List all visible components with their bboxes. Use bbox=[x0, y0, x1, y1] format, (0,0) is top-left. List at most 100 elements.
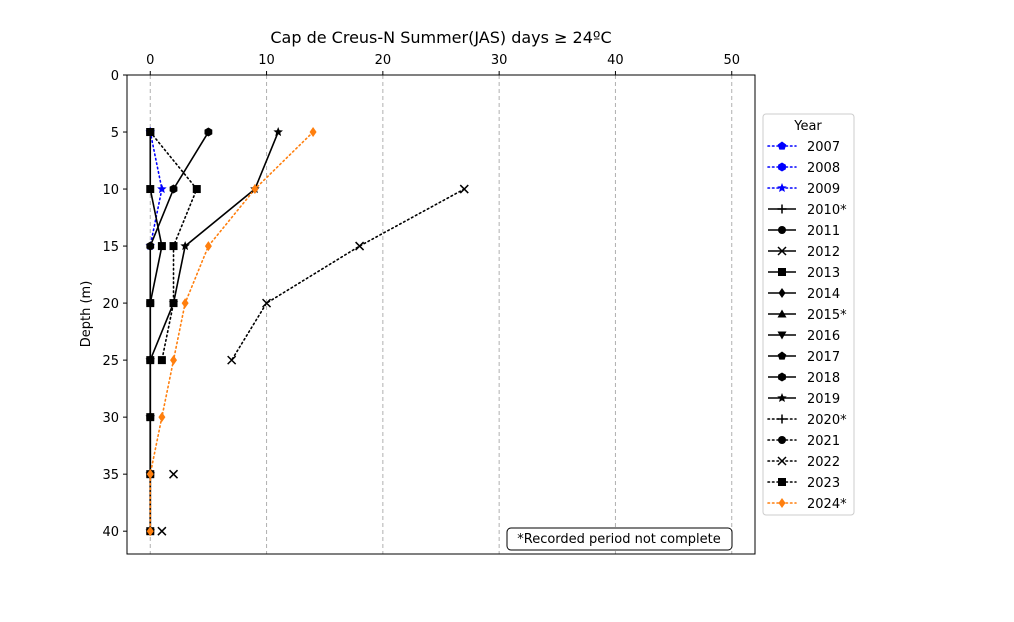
legend-entry-2014: 2014 bbox=[768, 287, 840, 302]
legend-entry-2012: 2012 bbox=[768, 245, 840, 260]
legend-marker bbox=[777, 393, 787, 403]
legend-label: 2024* bbox=[807, 497, 847, 512]
legend-entry-2016: 2016 bbox=[768, 329, 840, 344]
x-tick-label: 10 bbox=[258, 53, 275, 68]
annotation-box: *Recorded period not complete bbox=[506, 527, 733, 551]
legend-label: 2020* bbox=[807, 413, 847, 428]
legend-entry-2018: 2018 bbox=[768, 371, 840, 386]
legend-frame bbox=[762, 113, 855, 516]
x-tick-label: 40 bbox=[607, 53, 624, 68]
legend-entry-2023: 2023 bbox=[767, 476, 840, 491]
series-2018-point bbox=[146, 298, 155, 308]
y-tick-label: 30 bbox=[102, 411, 119, 426]
legend-marker bbox=[778, 268, 786, 276]
series-2024-partial-point bbox=[204, 241, 212, 252]
annotation-text: *Recorded period not complete bbox=[517, 532, 721, 547]
x-tick-label: 20 bbox=[375, 53, 392, 68]
series-2024-partial-point bbox=[309, 127, 317, 138]
plot-frame bbox=[126, 74, 756, 555]
series-2022-point bbox=[459, 184, 469, 194]
extra-point bbox=[168, 469, 179, 479]
series-2018-point bbox=[169, 184, 178, 194]
legend-marker bbox=[777, 331, 787, 340]
legend-label: 2010* bbox=[807, 203, 847, 218]
y-tick-label: 25 bbox=[102, 354, 119, 369]
extra-point bbox=[157, 526, 167, 536]
series-2023-point bbox=[157, 356, 166, 365]
legend-label: 2014 bbox=[807, 287, 840, 302]
series-2019-line bbox=[149, 131, 279, 532]
legend-marker bbox=[777, 183, 787, 193]
series-2013-point bbox=[146, 185, 155, 194]
annotation-frame bbox=[506, 527, 733, 551]
series-2013-point bbox=[157, 242, 166, 251]
legend-label: 2022 bbox=[807, 455, 840, 470]
legend-marker bbox=[778, 162, 786, 172]
y-axis-ticks: 0 5 10 15 20 25 30 35 40 bbox=[102, 69, 127, 540]
legend-marker bbox=[778, 372, 786, 382]
legend-label: 2021 bbox=[807, 434, 840, 449]
legend-marker bbox=[777, 456, 787, 466]
y-tick-label: 15 bbox=[102, 240, 119, 255]
series-2018-point bbox=[146, 241, 155, 251]
legend-entry-2008: 2008 bbox=[767, 161, 840, 176]
series-2024-partial-point bbox=[146, 469, 154, 480]
legend-marker bbox=[777, 141, 787, 150]
legend-label: 2015* bbox=[807, 308, 847, 323]
legend: Year 2007200820092010*201120122013201420… bbox=[762, 113, 855, 516]
legend-marker bbox=[778, 226, 786, 234]
y-tick-label: 10 bbox=[102, 183, 119, 198]
series-2019-point bbox=[145, 355, 156, 365]
legend-entry-2009: 2009 bbox=[767, 182, 840, 197]
series-markers bbox=[145, 127, 469, 537]
chart-title: Cap de Creus-N Summer(JAS) days ≥ 24ºC bbox=[270, 28, 611, 47]
y-tick-label: 0 bbox=[111, 69, 119, 84]
series-2024-partial-point bbox=[158, 412, 166, 423]
legend-label: 2007 bbox=[807, 140, 840, 155]
series-2022-line bbox=[230, 188, 466, 361]
series-2019-point bbox=[180, 241, 190, 251]
legend-label: 2019 bbox=[807, 392, 840, 407]
legend-marker bbox=[777, 351, 787, 360]
legend-label: 2013 bbox=[807, 266, 840, 281]
legend-marker bbox=[778, 498, 786, 508]
series-2022-point bbox=[355, 241, 365, 251]
series-2024-partial-point bbox=[146, 526, 154, 537]
x-tick-label: 30 bbox=[491, 53, 508, 68]
legend-label: 2009 bbox=[807, 182, 840, 197]
series-2022-point bbox=[227, 355, 237, 365]
legend-entry-2017: 2017 bbox=[768, 350, 840, 365]
legend-marker bbox=[778, 436, 786, 444]
legend-entry-2024-partial: 2024* bbox=[767, 497, 847, 512]
series-2023-point bbox=[146, 128, 155, 137]
series-2023-point bbox=[169, 242, 178, 251]
series-2023-point bbox=[169, 299, 178, 308]
legend-entry-2021: 2021 bbox=[767, 434, 840, 449]
y-axis-label: Depth (m) bbox=[79, 281, 94, 348]
x-tick-label: 50 bbox=[723, 53, 740, 68]
legend-entry-2013: 2013 bbox=[768, 266, 840, 281]
legend-entry-2022: 2022 bbox=[767, 455, 840, 470]
legend-label: 2011 bbox=[807, 224, 840, 239]
legend-entry-2007: 2007 bbox=[767, 140, 840, 155]
legend-label: 2018 bbox=[807, 371, 840, 386]
series-2024-partial-point bbox=[170, 355, 178, 366]
x-axis-ticks: 0 10 20 30 40 50 bbox=[146, 53, 740, 75]
legend-entry-2019: 2019 bbox=[768, 392, 840, 407]
legend-marker bbox=[777, 414, 787, 424]
series-2024-partial-line bbox=[149, 131, 314, 532]
legend-marker bbox=[777, 246, 787, 256]
series-2019-point bbox=[273, 127, 283, 137]
x-tick-label: 0 bbox=[146, 53, 154, 68]
legend-label: 2016 bbox=[807, 329, 840, 344]
legend-marker bbox=[777, 204, 787, 214]
legend-marker bbox=[778, 288, 786, 298]
series-2024-partial-point bbox=[251, 184, 259, 195]
y-tick-label: 40 bbox=[102, 525, 119, 540]
series-2009-point bbox=[157, 184, 167, 194]
y-tick-label: 35 bbox=[102, 468, 119, 483]
legend-entries: 2007 2008 2009 2010* 2011 2012 2013 2014 2015* 20… bbox=[767, 140, 847, 512]
legend-entry-2020-partial: 2020* bbox=[767, 413, 847, 428]
legend-label: 2017 bbox=[807, 350, 840, 365]
